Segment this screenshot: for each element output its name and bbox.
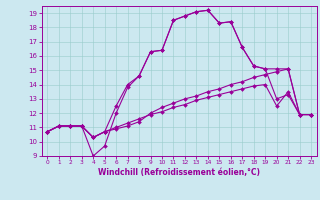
- X-axis label: Windchill (Refroidissement éolien,°C): Windchill (Refroidissement éolien,°C): [98, 168, 260, 177]
